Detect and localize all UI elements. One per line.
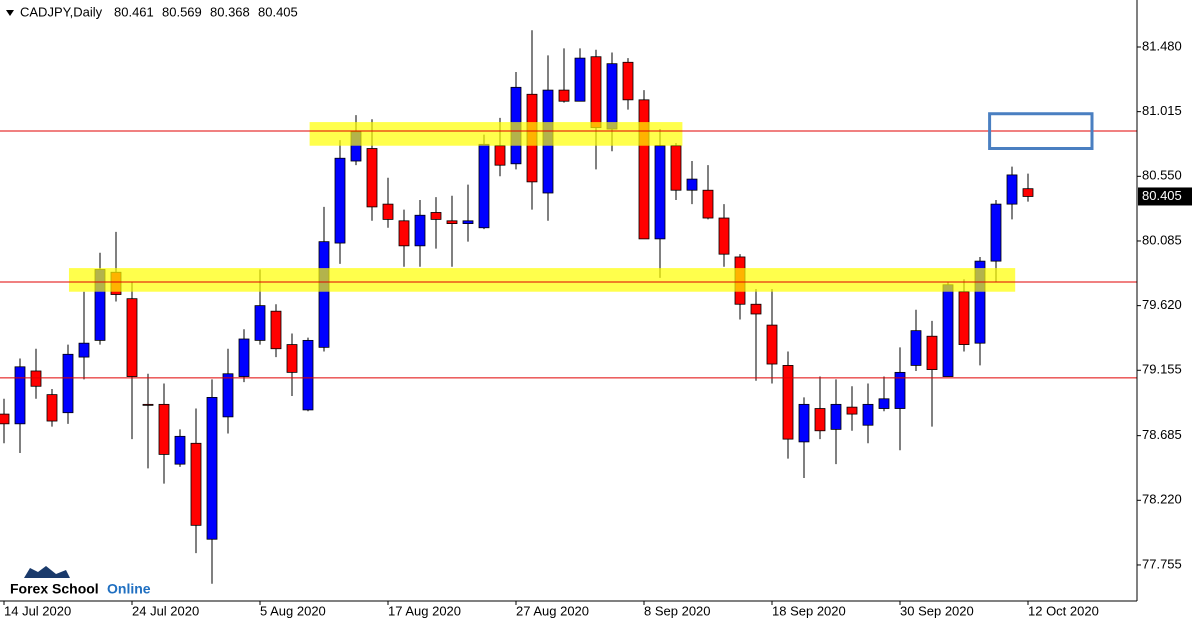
y-tick-label: 80.550 bbox=[1142, 168, 1182, 183]
x-tick-label: 24 Jul 2020 bbox=[132, 603, 199, 618]
symbol: CADJPY,Daily bbox=[20, 4, 103, 19]
y-tick-label: 80.085 bbox=[1142, 232, 1182, 247]
candle-body bbox=[1022, 188, 1034, 197]
candle-body bbox=[670, 145, 682, 191]
candle-body bbox=[830, 403, 842, 430]
header-high: 80.569 bbox=[162, 4, 202, 19]
candle-body bbox=[398, 220, 410, 247]
candle-body bbox=[942, 284, 954, 377]
candle-body bbox=[590, 56, 602, 129]
candle-body bbox=[238, 338, 250, 377]
candle-body bbox=[910, 330, 922, 366]
candle-body bbox=[334, 157, 346, 244]
candle-body bbox=[382, 203, 394, 220]
zone bbox=[309, 122, 683, 146]
y-tick-label: 77.755 bbox=[1142, 556, 1182, 571]
target-box bbox=[988, 112, 1094, 151]
candle-body bbox=[766, 324, 778, 365]
x-tick-label: 14 Jul 2020 bbox=[4, 603, 71, 618]
candle-body bbox=[366, 148, 378, 208]
x-tick-label: 30 Sep 2020 bbox=[900, 603, 974, 618]
candle-body bbox=[686, 178, 698, 191]
logo-icon bbox=[24, 566, 70, 578]
y-tick-label: 78.220 bbox=[1142, 492, 1182, 507]
candle-body bbox=[286, 344, 298, 373]
candle-body bbox=[206, 397, 218, 540]
logo: Forex School Online bbox=[10, 566, 151, 597]
candle-body bbox=[974, 260, 986, 344]
x-tick-label: 8 Sep 2020 bbox=[644, 603, 711, 618]
candle-body bbox=[638, 99, 650, 240]
candle-body bbox=[222, 373, 234, 418]
candle-body bbox=[270, 310, 282, 350]
header-open: 80.461 bbox=[114, 4, 154, 19]
candle-body bbox=[926, 335, 938, 370]
candle-body bbox=[46, 394, 58, 422]
candle-body bbox=[494, 145, 506, 166]
candle-body bbox=[750, 303, 762, 315]
x-tick-label: 12 Oct 2020 bbox=[1028, 603, 1099, 618]
candle-body bbox=[702, 189, 714, 219]
candle-body bbox=[862, 403, 874, 426]
candle-body bbox=[254, 305, 266, 341]
candle-body bbox=[190, 442, 202, 526]
y-tick-label: 78.685 bbox=[1142, 427, 1182, 442]
candle-body bbox=[958, 291, 970, 345]
zone bbox=[68, 268, 1016, 292]
price-marker-label: 80.405 bbox=[1142, 188, 1182, 203]
logo-text-accent: Online bbox=[107, 581, 151, 597]
candle-body bbox=[846, 406, 858, 415]
candle-body bbox=[478, 143, 490, 229]
candle-body bbox=[174, 435, 186, 465]
candle-body bbox=[990, 203, 1002, 262]
candle-body bbox=[782, 365, 794, 440]
candle-body bbox=[574, 57, 586, 102]
candle-body bbox=[462, 220, 474, 224]
candle-body bbox=[558, 89, 570, 102]
candle-body bbox=[0, 413, 10, 425]
x-tick-label: 18 Sep 2020 bbox=[772, 603, 846, 618]
candle-body bbox=[798, 403, 810, 443]
candle-body bbox=[878, 398, 890, 409]
y-tick-label: 79.620 bbox=[1142, 297, 1182, 312]
logo-text: Forex School bbox=[10, 581, 99, 597]
candle-body bbox=[718, 217, 730, 255]
candle-body bbox=[302, 339, 314, 411]
candle-body bbox=[30, 370, 42, 387]
x-tick-label: 17 Aug 2020 bbox=[388, 603, 461, 618]
candle-body bbox=[62, 353, 74, 414]
x-tick-label: 5 Aug 2020 bbox=[260, 603, 326, 618]
candle-body bbox=[622, 61, 634, 101]
plot-area bbox=[0, 30, 1137, 584]
candle-body bbox=[654, 145, 666, 240]
candle-body bbox=[894, 371, 906, 409]
y-tick-label: 81.480 bbox=[1142, 38, 1182, 53]
candle-body bbox=[158, 403, 170, 455]
candle-body bbox=[126, 298, 138, 377]
header-low: 80.368 bbox=[210, 4, 250, 19]
candle-body bbox=[1006, 174, 1018, 205]
candle-body bbox=[606, 63, 618, 130]
menu-triangle bbox=[6, 10, 14, 16]
candle-body bbox=[814, 408, 826, 432]
y-tick-label: 81.015 bbox=[1142, 103, 1182, 118]
candle-body bbox=[446, 220, 458, 224]
candle-body bbox=[414, 214, 426, 247]
price-marker bbox=[1138, 187, 1192, 206]
x-tick-label: 27 Aug 2020 bbox=[516, 603, 589, 618]
candle-body bbox=[318, 241, 330, 348]
candle-body bbox=[142, 403, 154, 406]
header-close: 80.405 bbox=[258, 4, 298, 19]
y-tick-label: 79.155 bbox=[1142, 362, 1182, 377]
candle-body bbox=[430, 212, 442, 220]
candle-body bbox=[14, 366, 26, 425]
candle-body bbox=[78, 342, 90, 358]
